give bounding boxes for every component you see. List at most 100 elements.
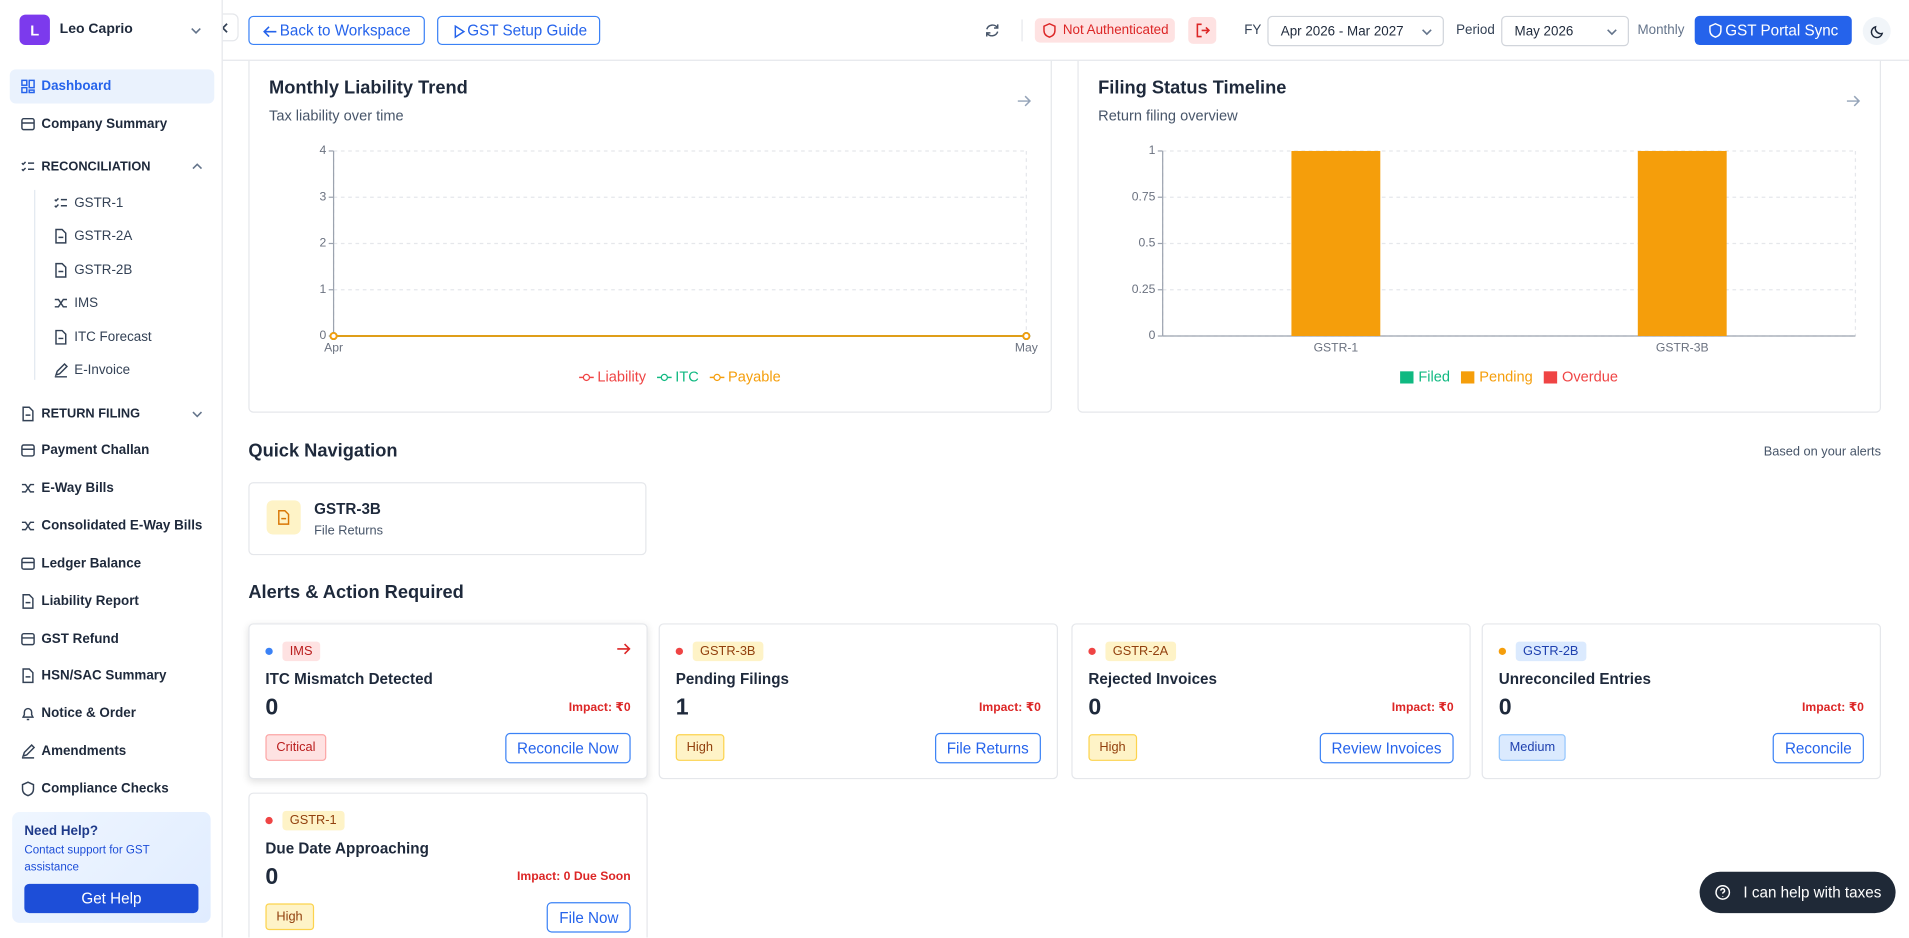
alert-title: ITC Mismatch Detected: [265, 670, 433, 688]
nav-icon: [54, 362, 68, 378]
nav-item[interactable]: ITC Forecast: [10, 320, 215, 354]
action-button[interactable]: Reconcile: [1772, 732, 1864, 764]
icon-shape: [21, 557, 35, 570]
action-button[interactable]: File Returns: [934, 732, 1041, 764]
alert-title: Rejected Invoices: [1088, 670, 1217, 688]
nav-label: E-Invoice: [74, 362, 131, 378]
icon-shape: [278, 509, 290, 525]
nav-icon: [54, 298, 67, 308]
sync-button[interactable]: GST Portal Sync: [1694, 15, 1852, 46]
icon-shape: [54, 298, 67, 308]
account-chevron: [191, 28, 201, 34]
logout-button[interactable]: [1188, 17, 1217, 44]
nav-icon: [21, 117, 35, 131]
theme-toggle[interactable]: [1862, 17, 1891, 46]
nav-label: RETURN FILING: [41, 406, 141, 422]
nav-item[interactable]: IMS: [10, 286, 215, 320]
nav-icon: [21, 521, 35, 531]
select-value: Apr 2026 - Mar 2027: [1280, 23, 1404, 39]
action-button[interactable]: Review Invoices: [1319, 732, 1454, 764]
nav-section[interactable]: RETURN FILING: [10, 397, 215, 431]
nav-item[interactable]: Company Summary: [10, 107, 215, 141]
alert-card: GSTR-2B Unreconciled Entries 0 Impact: ₹0 Me…: [1481, 623, 1881, 780]
nav-label: Notice & Order: [41, 706, 136, 721]
icon-shape: [1043, 22, 1056, 38]
icon-shape: [21, 632, 35, 646]
nav-label: GSTR-2A: [74, 228, 133, 244]
period-label: Period: [1456, 23, 1495, 38]
alert-card: IMS ITC Mismatch Detected 0 Impact: ₹0 Criti…: [248, 623, 648, 780]
nav-label: Company Summary: [41, 116, 168, 132]
alert-tag: IMS: [282, 641, 320, 662]
assistant-button[interactable]: I can help with taxes: [1699, 871, 1896, 914]
select-chevron: [1422, 29, 1432, 36]
nav-item[interactable]: Payment Challan: [10, 433, 215, 467]
nav-card[interactable]: GSTR-3B File Returns: [248, 482, 647, 556]
icon-shape: [1715, 884, 1731, 900]
nav-item[interactable]: Compliance Checks: [10, 772, 215, 806]
nav-label: Ledger Balance: [41, 556, 142, 571]
nav-item[interactable]: GSTR-1: [10, 186, 215, 220]
nav-item[interactable]: Notice & Order: [10, 696, 215, 730]
fy-label: FY: [1244, 23, 1262, 38]
nav-item[interactable]: E-Invoice: [10, 353, 215, 387]
icon-shape: [22, 406, 34, 422]
nav-card-title: GSTR-3B: [314, 500, 381, 518]
nav-item[interactable]: E-Way Bills: [10, 471, 215, 505]
alert-impact: Impact: ₹0: [568, 701, 631, 715]
nav-section[interactable]: RECONCILIATION: [10, 150, 215, 184]
icon-shape: [54, 197, 59, 209]
nav-icon: [54, 197, 67, 209]
alert-arrow: [617, 643, 631, 655]
nav-icon: [21, 483, 35, 493]
top-bar: Back to Workspace GST Setup Guide Not Auth…: [0, 0, 1909, 61]
nav-label: E-Way Bills: [41, 480, 114, 496]
alert-tag: GSTR-3B: [692, 641, 763, 662]
nav-item[interactable]: HSN/SAC Summary: [10, 659, 215, 693]
toolbar-button[interactable]: GST Setup Guide: [437, 15, 601, 46]
button-icon: [263, 26, 277, 38]
icon-shape: [1607, 29, 1617, 36]
nav-icon: [21, 632, 35, 646]
nav-item[interactable]: Ledger Balance: [10, 547, 215, 581]
assistant-icon: [1715, 884, 1731, 900]
nav-label: GSTR-1: [74, 196, 124, 211]
auth-status: Not Authenticated: [1034, 18, 1175, 43]
action-button[interactable]: Reconcile Now: [504, 732, 631, 764]
nav-label: Payment Challan: [41, 443, 150, 458]
nav-icon: [21, 707, 35, 721]
icon-shape: [1720, 888, 1726, 897]
severity-badge: Critical: [265, 734, 327, 761]
toolbar-button[interactable]: Back to Workspace: [248, 15, 425, 46]
help-button[interactable]: Get Help: [24, 883, 199, 914]
nav-item[interactable]: GST Refund: [10, 622, 215, 656]
alert-tag: GSTR-2B: [1515, 641, 1586, 662]
select[interactable]: Apr 2026 - Mar 2027: [1267, 15, 1444, 47]
nav-item[interactable]: Consolidated E-Way Bills: [10, 509, 215, 543]
nav-item[interactable]: Amendments: [10, 734, 215, 768]
nav-item[interactable]: GSTR-2B: [10, 253, 215, 287]
select[interactable]: May 2026: [1501, 15, 1629, 47]
account-name[interactable]: Leo Caprio: [59, 21, 133, 37]
nav-item[interactable]: GSTR-2A: [10, 219, 215, 253]
nav-item[interactable]: Liability Report: [10, 584, 215, 618]
nav-icon: [22, 406, 34, 422]
icon-shape: [191, 28, 201, 34]
icon-shape: [21, 744, 36, 759]
sidebar: L Leo Caprio Dashboard Company Summary RECON…: [0, 0, 223, 938]
icon-shape: [1709, 22, 1722, 38]
alert-title: Due Date Approaching: [265, 840, 429, 858]
collapse-icon: [221, 23, 228, 33]
alert-tag: GSTR-2A: [1105, 641, 1176, 662]
icon-shape: [192, 163, 203, 170]
icon-shape: [454, 24, 466, 39]
nav-item[interactable]: Dashboard: [9, 69, 215, 104]
icon-shape: [21, 781, 35, 797]
frequency: Monthly: [1637, 23, 1685, 38]
action-button[interactable]: File Now: [547, 902, 631, 933]
icon-shape: [22, 594, 34, 609]
button-label: Back to Workspace: [279, 21, 411, 39]
nav-icon: [21, 781, 35, 797]
separator: [1021, 19, 1023, 42]
